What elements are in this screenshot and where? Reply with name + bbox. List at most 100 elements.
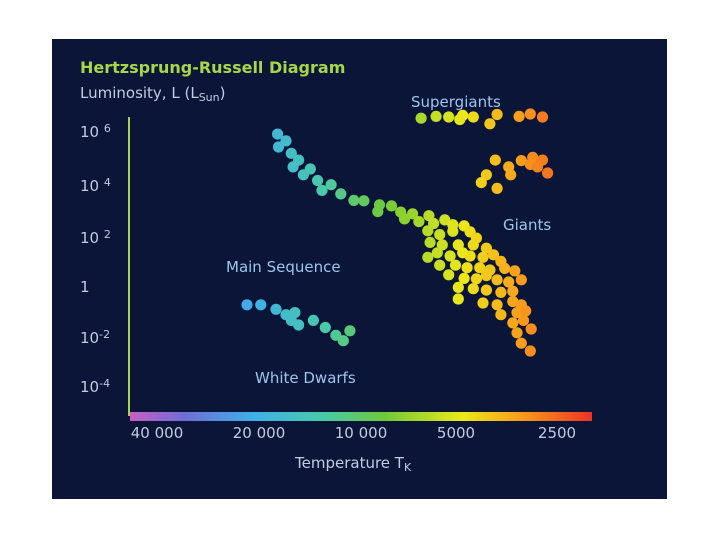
annotation-white-dwarfs: White Dwarfs xyxy=(255,369,356,387)
star-point-main-sequence xyxy=(477,251,489,263)
x-tick-label: 2500 xyxy=(537,424,577,442)
star-point-main-sequence xyxy=(461,262,473,274)
star-point-main-sequence xyxy=(509,265,521,277)
star-point-supergiants xyxy=(443,111,455,123)
star-point-supergiants xyxy=(430,110,442,122)
star-point-main-sequence xyxy=(515,274,527,286)
star-point-main-sequence xyxy=(287,161,299,173)
star-point-main-sequence xyxy=(424,236,436,248)
star-point-main-sequence xyxy=(495,309,507,321)
star-point-main-sequence xyxy=(464,250,476,262)
star-point-main-sequence xyxy=(407,208,419,220)
star-point-main-sequence xyxy=(447,225,459,237)
star-point-main-sequence xyxy=(444,250,456,262)
star-point-main-sequence xyxy=(452,293,464,305)
star-point-giants xyxy=(491,182,503,194)
star-point-giants xyxy=(489,154,501,166)
star-point-white-dwarfs xyxy=(255,299,267,311)
star-point-main-sequence xyxy=(452,281,464,293)
star-point-giants xyxy=(542,167,554,179)
star-point-supergiants xyxy=(484,118,496,130)
chart-panel: Hertzsprung-Russell Diagram Luminosity, … xyxy=(52,39,667,499)
star-point-white-dwarfs xyxy=(270,303,282,315)
y-tick-label: 10 6 xyxy=(80,122,111,141)
annotation-main-sequence: Main Sequence xyxy=(226,258,341,276)
star-point-main-sequence xyxy=(325,179,337,191)
star-point-main-sequence xyxy=(272,141,285,153)
star-point-main-sequence xyxy=(480,242,492,254)
star-point-main-sequence xyxy=(422,251,434,263)
star-point-main-sequence xyxy=(434,259,446,271)
star-point-main-sequence xyxy=(434,229,446,241)
star-point-supergiants xyxy=(415,112,427,124)
star-point-main-sequence xyxy=(316,184,328,196)
star-point-main-sequence xyxy=(297,169,309,181)
y-tick-label: 10-2 xyxy=(80,328,111,347)
star-point-main-sequence xyxy=(467,283,479,295)
star-point-white-dwarfs xyxy=(319,321,331,334)
star-point-main-sequence xyxy=(422,225,434,237)
star-point-main-sequence xyxy=(385,200,398,212)
star-point-supergiants xyxy=(524,108,536,120)
star-point-main-sequence xyxy=(470,273,482,285)
star-point-main-sequence xyxy=(431,247,443,259)
star-point-main-sequence xyxy=(507,317,519,329)
star-point-giants xyxy=(531,161,544,173)
y-tick-label: 10 4 xyxy=(80,176,111,195)
star-point-main-sequence xyxy=(511,327,523,339)
star-point-main-sequence xyxy=(413,216,425,228)
star-point-main-sequence xyxy=(520,305,532,317)
star-point-main-sequence xyxy=(474,262,486,274)
star-point-giants xyxy=(515,155,527,167)
temperature-color-bar xyxy=(130,412,592,421)
annotation-supergiants: Supergiants xyxy=(411,93,501,111)
star-point-main-sequence xyxy=(458,272,470,284)
star-point-main-sequence xyxy=(515,337,527,349)
star-point-main-sequence xyxy=(335,188,347,200)
x-tick-label: 40 000 xyxy=(130,424,184,442)
star-point-main-sequence xyxy=(499,262,511,274)
star-point-main-sequence xyxy=(525,323,537,335)
star-point-supergiants xyxy=(513,110,525,122)
star-point-main-sequence xyxy=(491,274,503,286)
x-tick-label: 20 000 xyxy=(232,424,286,442)
star-point-main-sequence xyxy=(449,259,462,271)
star-point-main-sequence xyxy=(348,194,360,206)
star-point-white-dwarfs xyxy=(307,314,319,326)
star-point-main-sequence xyxy=(312,174,324,187)
star-point-supergiants xyxy=(454,113,466,126)
chart-title: Hertzsprung-Russell Diagram xyxy=(80,58,346,77)
star-point-main-sequence xyxy=(507,285,519,297)
star-point-main-sequence xyxy=(372,206,384,218)
star-point-main-sequence xyxy=(443,269,455,281)
x-axis-label: Temperature TK xyxy=(295,454,412,474)
star-point-main-sequence xyxy=(467,239,479,251)
star-point-main-sequence xyxy=(272,128,284,140)
star-point-giants xyxy=(505,169,517,181)
star-point-supergiants xyxy=(467,111,479,123)
star-point-main-sequence xyxy=(511,307,523,319)
data-points xyxy=(241,108,554,357)
star-point-main-sequence xyxy=(480,284,492,296)
star-point-main-sequence xyxy=(398,213,411,225)
star-point-main-sequence xyxy=(524,345,536,357)
y-axis-label: Luminosity, L (LSun) xyxy=(80,84,226,104)
star-point-main-sequence xyxy=(487,249,500,261)
star-point-main-sequence xyxy=(491,299,503,311)
star-point-main-sequence xyxy=(495,286,507,298)
star-point-main-sequence xyxy=(358,195,370,207)
star-point-main-sequence xyxy=(480,269,492,282)
star-point-main-sequence xyxy=(507,295,519,308)
star-point-white-dwarfs xyxy=(293,319,305,331)
star-point-supergiants xyxy=(536,111,549,123)
y-tick-label: 10 2 xyxy=(80,228,111,247)
star-point-supergiants xyxy=(491,108,503,121)
annotation-giants: Giants xyxy=(503,216,552,234)
star-point-white-dwarfs xyxy=(241,299,253,311)
star-point-main-sequence xyxy=(503,276,515,288)
x-tick-label: 5000 xyxy=(436,424,476,442)
star-point-giants xyxy=(475,177,487,189)
x-tick-label: 10 000 xyxy=(334,424,388,442)
y-tick-label: 10-4 xyxy=(80,377,111,396)
star-point-white-dwarfs xyxy=(344,325,356,337)
